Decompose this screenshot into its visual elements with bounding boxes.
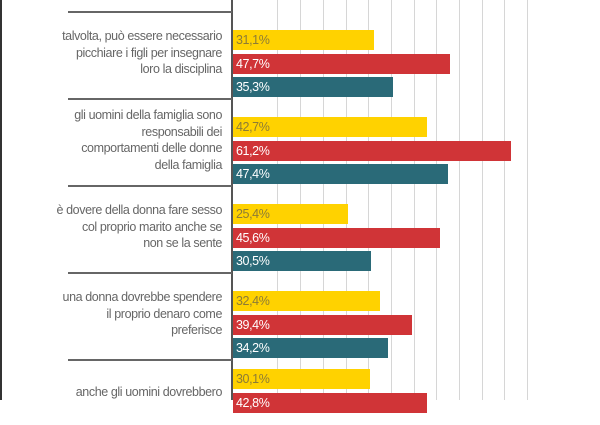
category-label-line: preferisce [171, 323, 222, 338]
category-label-line: non se la sente [143, 236, 222, 251]
category-label-line: della famiglia [154, 157, 223, 172]
bar: 34,2% [233, 338, 389, 358]
data-label: 34,2% [236, 341, 270, 355]
gridline [277, 0, 279, 400]
bar: 30,5% [233, 251, 372, 271]
gridline [527, 0, 529, 400]
category-label-line: loro la disciplina [140, 62, 222, 77]
gridline [413, 0, 415, 400]
category-label: è dovere della donna fare sesso col propr… [20, 194, 223, 260]
category-label-line: talvolta, può essere necessario [62, 29, 222, 44]
category-label-line: comportamenti delle donne [81, 141, 222, 155]
group-separator [68, 359, 232, 361]
group-separator [68, 185, 232, 187]
gridline [345, 0, 347, 400]
gridline [390, 0, 392, 400]
bar: 42,8% [233, 392, 428, 413]
category-label: una donna dovrebbe spendere il proprio de… [20, 281, 223, 347]
category-label-line: col proprio marito anche se [82, 219, 222, 234]
data-label: 47,4% [236, 167, 270, 181]
bar: 42,7% [233, 117, 427, 137]
data-label: 30,5% [236, 254, 270, 268]
group-separator [68, 98, 232, 100]
gridline [368, 0, 370, 400]
gridline [322, 0, 324, 400]
group-separator [68, 272, 232, 274]
bar: 32,4% [233, 291, 381, 311]
bar: 30,1% [233, 369, 370, 389]
bar: 25,4% [233, 204, 349, 224]
bar: 31,1% [233, 30, 375, 50]
gridline [300, 0, 302, 400]
data-label: 61,2% [236, 143, 270, 158]
bar-chart: talvolta, può essere necessario picchiare… [20, 0, 529, 413]
category-label-line: picchiare i figli per insegnare [75, 45, 222, 60]
y-axis-line [231, 0, 233, 400]
category-label-line: una donna dovrebbe spendere [62, 290, 223, 305]
data-label: 42,8% [236, 395, 270, 410]
data-label: 45,6% [236, 230, 270, 245]
data-label: 47,7% [236, 56, 270, 71]
category-label-line: gli uomini della famiglia sono [74, 108, 222, 122]
category-label: gli uomini della famiglia sono responsabi… [20, 107, 222, 173]
data-label: 42,7% [236, 120, 270, 134]
category-label: talvolta, può essere necessario picchiare… [20, 20, 222, 86]
gridline [459, 0, 460, 400]
left-border [0, 0, 2, 400]
data-label: 31,1% [236, 33, 270, 47]
data-label: 25,4% [236, 207, 270, 221]
bar: 35,3% [233, 77, 394, 97]
category-label-line: anche gli uomini dovrebbero [75, 384, 223, 399]
category-label-line: il proprio denaro come [106, 306, 222, 321]
data-label: 39,4% [236, 317, 270, 332]
data-label: 30,1% [236, 372, 270, 386]
category-label: anche gli uomini dovrebbero [20, 359, 223, 425]
data-label: 32,4% [236, 294, 270, 308]
gridline [436, 0, 438, 400]
gridline [481, 0, 483, 400]
bar: 61,2% [233, 140, 511, 161]
bar: 45,6% [233, 227, 441, 248]
bar: 47,7% [233, 53, 450, 74]
bar: 47,4% [233, 164, 449, 184]
category-label-line: responsabili dei [141, 124, 223, 139]
group-separator [68, 11, 232, 13]
gridline [504, 0, 506, 400]
bar: 39,4% [233, 314, 412, 335]
data-label: 35,3% [236, 80, 270, 94]
category-label-line: è dovere della donna fare sesso [56, 203, 223, 218]
